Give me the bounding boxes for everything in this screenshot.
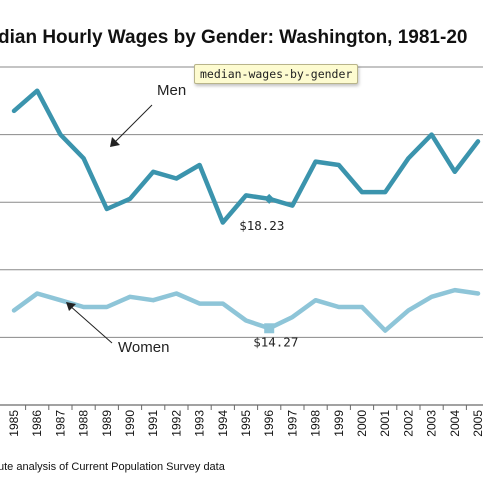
x-tick-label: 1998	[309, 410, 323, 437]
x-tick-label: 1990	[123, 410, 137, 437]
annotation-arrow-women	[68, 304, 113, 344]
annotation-arrowhead	[66, 302, 76, 311]
data-value-label: $14.27	[253, 334, 298, 349]
tooltip: median-wages-by-gender	[194, 64, 359, 84]
series-lines	[11, 88, 481, 334]
x-tick-label: 1987	[53, 410, 67, 437]
annotation-women: Women	[118, 339, 169, 356]
source-note: ute analysis of Current Population Surve…	[0, 461, 226, 473]
x-tick-label: 1992	[169, 410, 183, 437]
x-tick-label: 2002	[401, 410, 415, 437]
x-tick-label: 2005	[471, 410, 483, 437]
x-tick-label: 1993	[193, 410, 207, 437]
x-axis-ticks: 1985 1986 1987 1988 1989 1990 1991 1992 1993 1994…	[7, 405, 483, 437]
x-tick-label: 1995	[239, 410, 253, 437]
x-tick-label: 2001	[378, 410, 392, 437]
annotation-arrow-men	[112, 104, 153, 145]
series-line-women	[11, 287, 481, 333]
data-point-marker	[264, 193, 275, 204]
x-tick-label: 2004	[448, 410, 462, 437]
x-tick-label: 1994	[216, 410, 230, 437]
annotation-men: Men	[157, 82, 186, 99]
x-tick-label: 1999	[332, 410, 346, 437]
x-tick-label: 2003	[425, 410, 439, 437]
x-tick-label: 1996	[262, 410, 276, 437]
gridlines	[0, 66, 483, 406]
x-tick-label: 1989	[100, 410, 114, 437]
data-value-label: $18.23	[239, 218, 284, 233]
x-tick-label: 1986	[30, 410, 44, 437]
chart-title: dian Hourly Wages by Gender: Washington,…	[0, 27, 467, 48]
annotations: $18.23 $14.27 Men Women	[66, 82, 298, 356]
x-tick-label: 1997	[285, 410, 299, 437]
data-point-marker	[264, 323, 275, 334]
x-tick-label: 1991	[146, 410, 160, 437]
annotation-arrowhead	[110, 137, 120, 147]
x-tick-label: 1985	[7, 410, 21, 437]
series-line-men	[11, 88, 481, 225]
x-tick-label: 2000	[355, 410, 369, 437]
x-tick-label: 1988	[77, 410, 91, 437]
